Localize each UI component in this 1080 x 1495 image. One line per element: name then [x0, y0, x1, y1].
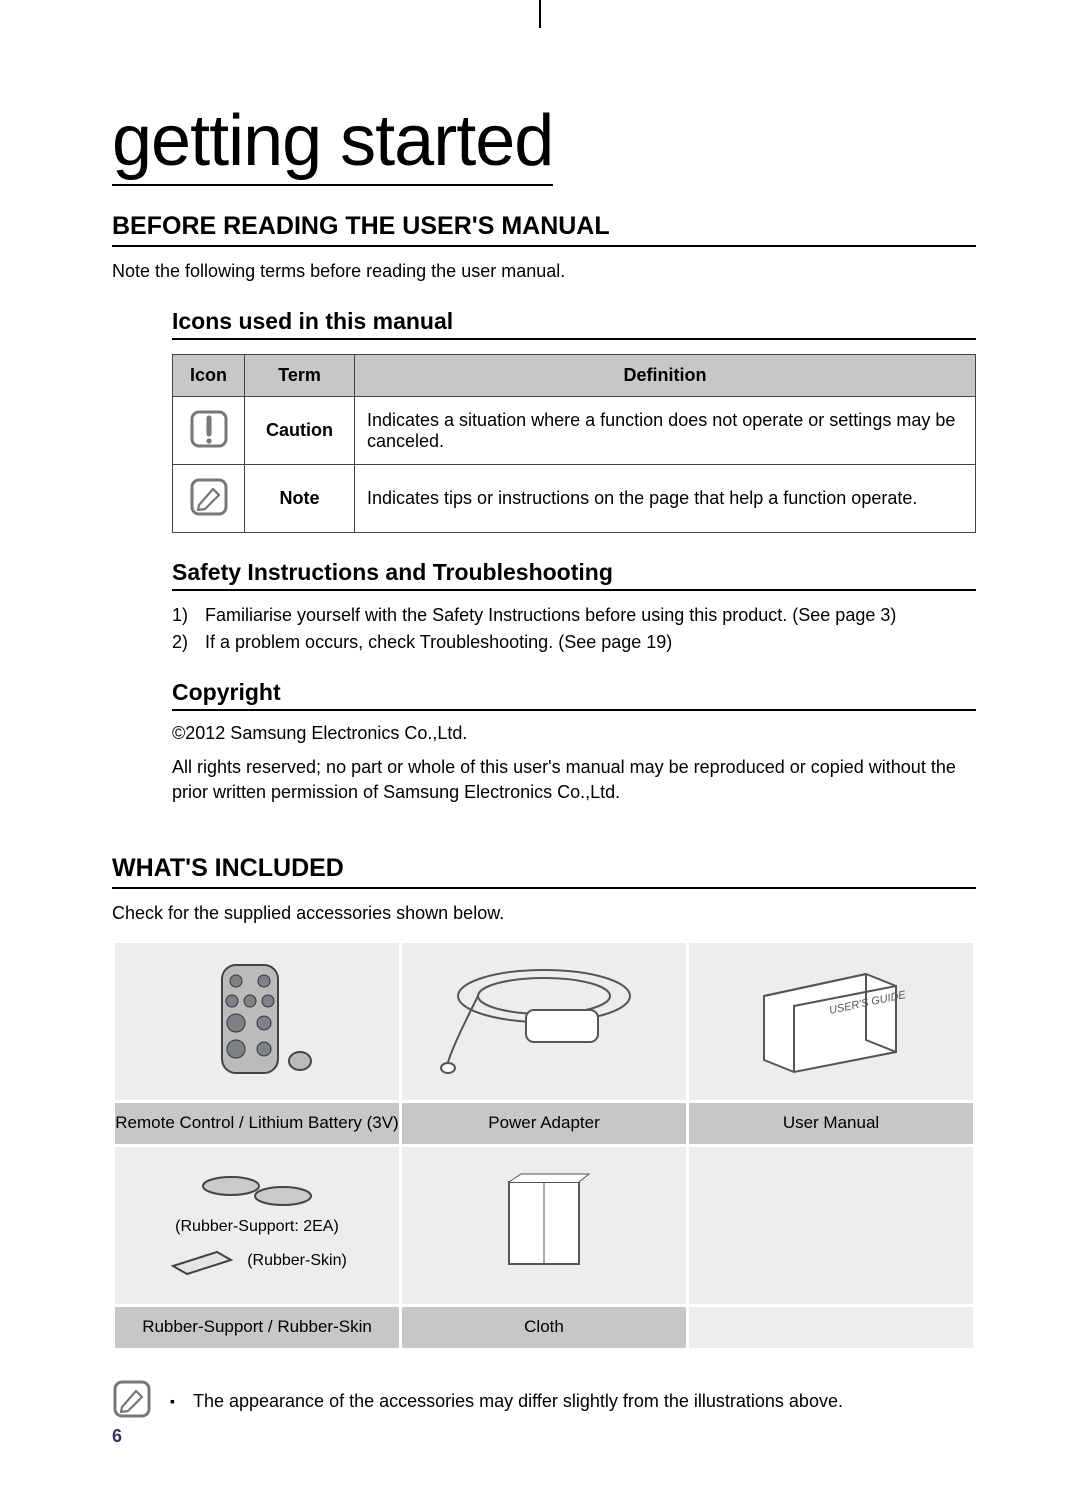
- section-before-intro: Note the following terms before reading …: [112, 261, 976, 282]
- footnote-text: The appearance of the accessories may di…: [193, 1391, 843, 1412]
- copyright-heading: Copyright: [172, 679, 976, 711]
- page-number: 6: [112, 1426, 122, 1447]
- footnote-row: ▪ The appearance of the accessories may …: [112, 1379, 976, 1424]
- col-definition: Definition: [355, 355, 976, 397]
- chapter-title: getting started: [112, 100, 553, 186]
- item-num: 2): [172, 632, 200, 653]
- item-text: Familiarise yourself with the Safety Ins…: [205, 605, 896, 625]
- cloth-img-cell: [401, 1145, 688, 1305]
- note-icon: [112, 1379, 152, 1424]
- rubber-skin-icon: [167, 1246, 237, 1276]
- caution-icon-cell: [173, 397, 245, 465]
- note-def: Indicates tips or instructions on the pa…: [355, 465, 976, 533]
- user-manual-icon: USER'S GUIDE: [746, 964, 916, 1074]
- cloth-icon: [489, 1168, 599, 1278]
- col-term: Term: [245, 355, 355, 397]
- rubber-label: Rubber-Support / Rubber-Skin: [114, 1305, 401, 1349]
- rubber-support-sublabel: (Rubber-Support: 2EA): [175, 1218, 339, 1236]
- item-num: 1): [172, 605, 200, 626]
- manual-page: getting started BEFORE READING THE USER'…: [0, 0, 1080, 1495]
- copyright-line2: All rights reserved; no part or whole of…: [172, 755, 976, 804]
- adapter-label: Power Adapter: [401, 1101, 688, 1145]
- list-item: 2) If a problem occurs, check Troublesho…: [172, 632, 976, 653]
- included-heading: WHAT'S INCLUDED: [112, 854, 976, 889]
- item-text: If a problem occurs, check Troubleshooti…: [205, 632, 672, 652]
- note-term: Note: [245, 465, 355, 533]
- top-crop-mark: [539, 0, 541, 28]
- note-icon-cell: [173, 465, 245, 533]
- remote-control-icon: [182, 959, 332, 1079]
- safety-heading: Safety Instructions and Troubleshooting: [172, 559, 976, 591]
- manual-img-cell: USER'S GUIDE: [688, 941, 975, 1101]
- rubber-skin-sublabel: (Rubber-Skin): [247, 1252, 347, 1270]
- list-item: 1) Familiarise yourself with the Safety …: [172, 605, 976, 626]
- icons-table-wrap: Icon Term Definition: [172, 354, 976, 533]
- manual-label: User Manual: [688, 1101, 975, 1145]
- table-row: Note Indicates tips or instructions on t…: [173, 465, 976, 533]
- bullet-icon: ▪: [170, 1393, 175, 1409]
- icons-heading: Icons used in this manual: [172, 308, 976, 340]
- remote-img-cell: [114, 941, 401, 1101]
- adapter-img-cell: [401, 941, 688, 1101]
- rubber-support-icon: [197, 1174, 317, 1208]
- caution-icon: [187, 407, 231, 451]
- cloth-label: Cloth: [401, 1305, 688, 1349]
- section-before-heading: BEFORE READING THE USER'S MANUAL: [112, 212, 976, 247]
- empty-label-cell: [688, 1305, 975, 1349]
- accessories-grid: USER'S GUIDE Remote Control / Lithium Ba…: [112, 940, 976, 1351]
- caution-def: Indicates a situation where a function d…: [355, 397, 976, 465]
- safety-list: 1) Familiarise yourself with the Safety …: [172, 605, 976, 653]
- rubber-img-cell: (Rubber-Support: 2EA) (Rubber-Skin): [114, 1145, 401, 1305]
- empty-img-cell: [688, 1145, 975, 1305]
- note-icon: [187, 475, 231, 519]
- table-row: Caution Indicates a situation where a fu…: [173, 397, 976, 465]
- col-icon: Icon: [173, 355, 245, 397]
- included-intro: Check for the supplied accessories shown…: [112, 903, 976, 924]
- icons-table: Icon Term Definition: [172, 354, 976, 533]
- remote-label: Remote Control / Lithium Battery (3V): [114, 1101, 401, 1145]
- copyright-line1: ©2012 Samsung Electronics Co.,Ltd.: [172, 721, 976, 745]
- power-adapter-icon: [434, 954, 654, 1084]
- caution-term: Caution: [245, 397, 355, 465]
